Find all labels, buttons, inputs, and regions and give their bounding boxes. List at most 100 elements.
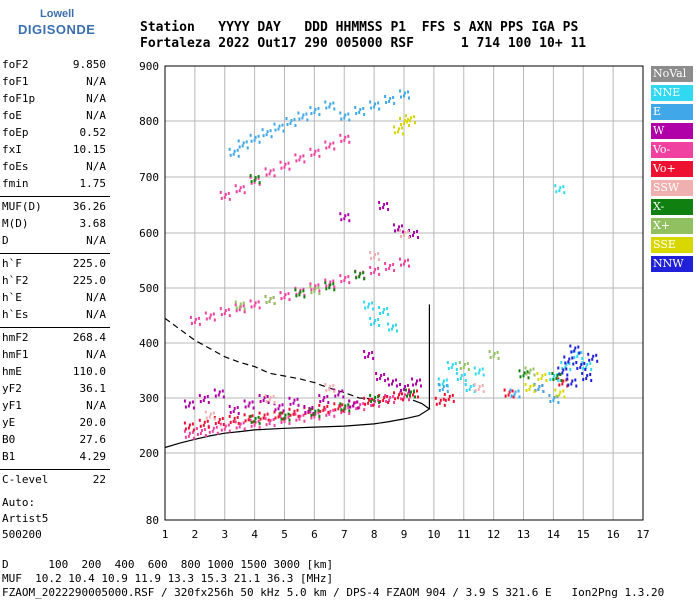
echo-point-nne <box>589 362 592 365</box>
echo-point-nnw <box>582 378 585 381</box>
echo-point-vo <box>412 393 414 397</box>
echo-point-nne <box>392 324 394 328</box>
echo-point-w <box>266 395 269 398</box>
echo-point-vo <box>383 396 386 399</box>
echo-point-ssw <box>209 412 212 416</box>
echo-point-w <box>236 406 239 409</box>
echo-point-sse <box>558 393 561 397</box>
echo-point-x <box>497 357 500 360</box>
echo-point-vo <box>288 407 291 411</box>
echo-point-vo <box>258 182 261 186</box>
param-row: hmF2 268.4 <box>2 331 106 347</box>
param-row: h`F2 225.0 <box>2 274 106 290</box>
echo-point-w <box>387 377 389 381</box>
echo-point-sse <box>410 116 412 120</box>
echo-point-nne <box>370 323 373 326</box>
echo-point-vo <box>302 154 305 158</box>
echo-point-x <box>552 378 555 381</box>
footer-distance-line: D 100 200 400 600 800 1000 1500 3000 [km… <box>2 558 334 571</box>
echo-point-nne <box>368 302 371 306</box>
echo-point-w <box>292 401 295 405</box>
echo-point-w <box>407 384 409 387</box>
echo-point-x <box>309 407 312 411</box>
echo-point-vo <box>187 434 190 438</box>
echo-point-vo <box>314 284 317 288</box>
echo-point-vo <box>287 161 290 165</box>
echo-point-ssw <box>273 401 276 404</box>
echo-point-vo <box>347 275 350 279</box>
echo-point-vo <box>237 421 240 425</box>
echo-point-x <box>339 402 342 406</box>
echo-point-vo <box>244 419 247 423</box>
echo-point-nnw <box>562 368 565 372</box>
param-value: 3.68 <box>79 217 107 230</box>
echo-point-vo <box>279 414 282 418</box>
echo-point-w <box>382 206 385 209</box>
param-key: hmE <box>2 365 22 378</box>
echo-point-vo <box>232 419 235 423</box>
echo-point-vo <box>507 393 510 397</box>
echo-point-vo <box>384 394 387 397</box>
echo-point-e <box>373 105 376 109</box>
echo-point-e <box>310 112 313 115</box>
echo-point-vo <box>253 304 256 308</box>
echo-point-w <box>237 412 240 415</box>
param-row: M(D) 3.68 <box>2 217 106 233</box>
echo-point-x <box>555 377 558 380</box>
echo-point-e <box>408 96 410 100</box>
echo-point-nne <box>454 362 457 365</box>
echo-point-x <box>235 306 238 310</box>
echo-point-x <box>559 373 562 376</box>
echo-point-vo <box>243 310 246 314</box>
echo-point-vo <box>309 147 312 151</box>
echo-point-w <box>397 228 399 232</box>
echo-point-x <box>489 356 492 359</box>
echo-point-ssw <box>370 257 373 260</box>
echo-point-sse <box>405 114 407 118</box>
param-row: foEp 0.52 <box>2 126 106 142</box>
echo-point-e <box>228 147 231 151</box>
echo-point-w <box>248 401 251 405</box>
echo-point-w <box>363 350 366 353</box>
param-key: foF1 <box>2 75 29 88</box>
y-tick-label: 80 <box>146 514 159 527</box>
echo-point-vo <box>317 411 320 415</box>
echo-point-ssw <box>473 383 476 386</box>
echo-point-vo <box>234 184 237 188</box>
echo-point-nne <box>396 329 398 333</box>
echo-point-vo <box>339 274 342 278</box>
echo-point-vo <box>212 312 215 316</box>
echo-point-e <box>229 153 232 157</box>
echo-point-x <box>250 420 253 424</box>
echo-point-ssw <box>404 231 406 234</box>
echo-point-e <box>517 389 520 393</box>
echo-point-e <box>246 146 249 150</box>
y-tick-label: 300 <box>139 392 159 405</box>
param-row: h`F 225.0 <box>2 257 106 273</box>
echo-point-x <box>287 412 290 416</box>
echo-point-x <box>258 421 261 425</box>
echo-point-nnw <box>591 357 594 361</box>
y-tick-label: 200 <box>139 447 159 460</box>
echo-point-x <box>268 300 271 303</box>
curve-dashed <box>164 317 375 400</box>
echo-point-vo <box>404 259 406 263</box>
echo-point-vo <box>267 418 270 422</box>
echo-point-x <box>257 415 260 419</box>
echo-point-e <box>378 107 381 111</box>
echo-point-vo <box>385 400 388 403</box>
echo-point-sse <box>532 384 535 387</box>
echo-point-e <box>328 105 331 109</box>
echo-point-vo <box>369 265 372 269</box>
echo-point-e <box>441 388 444 391</box>
echo-point-e <box>354 106 357 109</box>
echo-point-x <box>359 272 362 276</box>
echo-point-vo <box>189 315 192 319</box>
echo-point-vo <box>443 392 446 396</box>
echo-point-nnw <box>568 357 571 361</box>
echo-point-vo <box>238 189 241 193</box>
echo-point-vo <box>259 417 262 421</box>
echo-point-w <box>380 374 383 377</box>
echo-point-x <box>253 419 256 423</box>
logo-lowell: Lowell <box>40 8 75 20</box>
